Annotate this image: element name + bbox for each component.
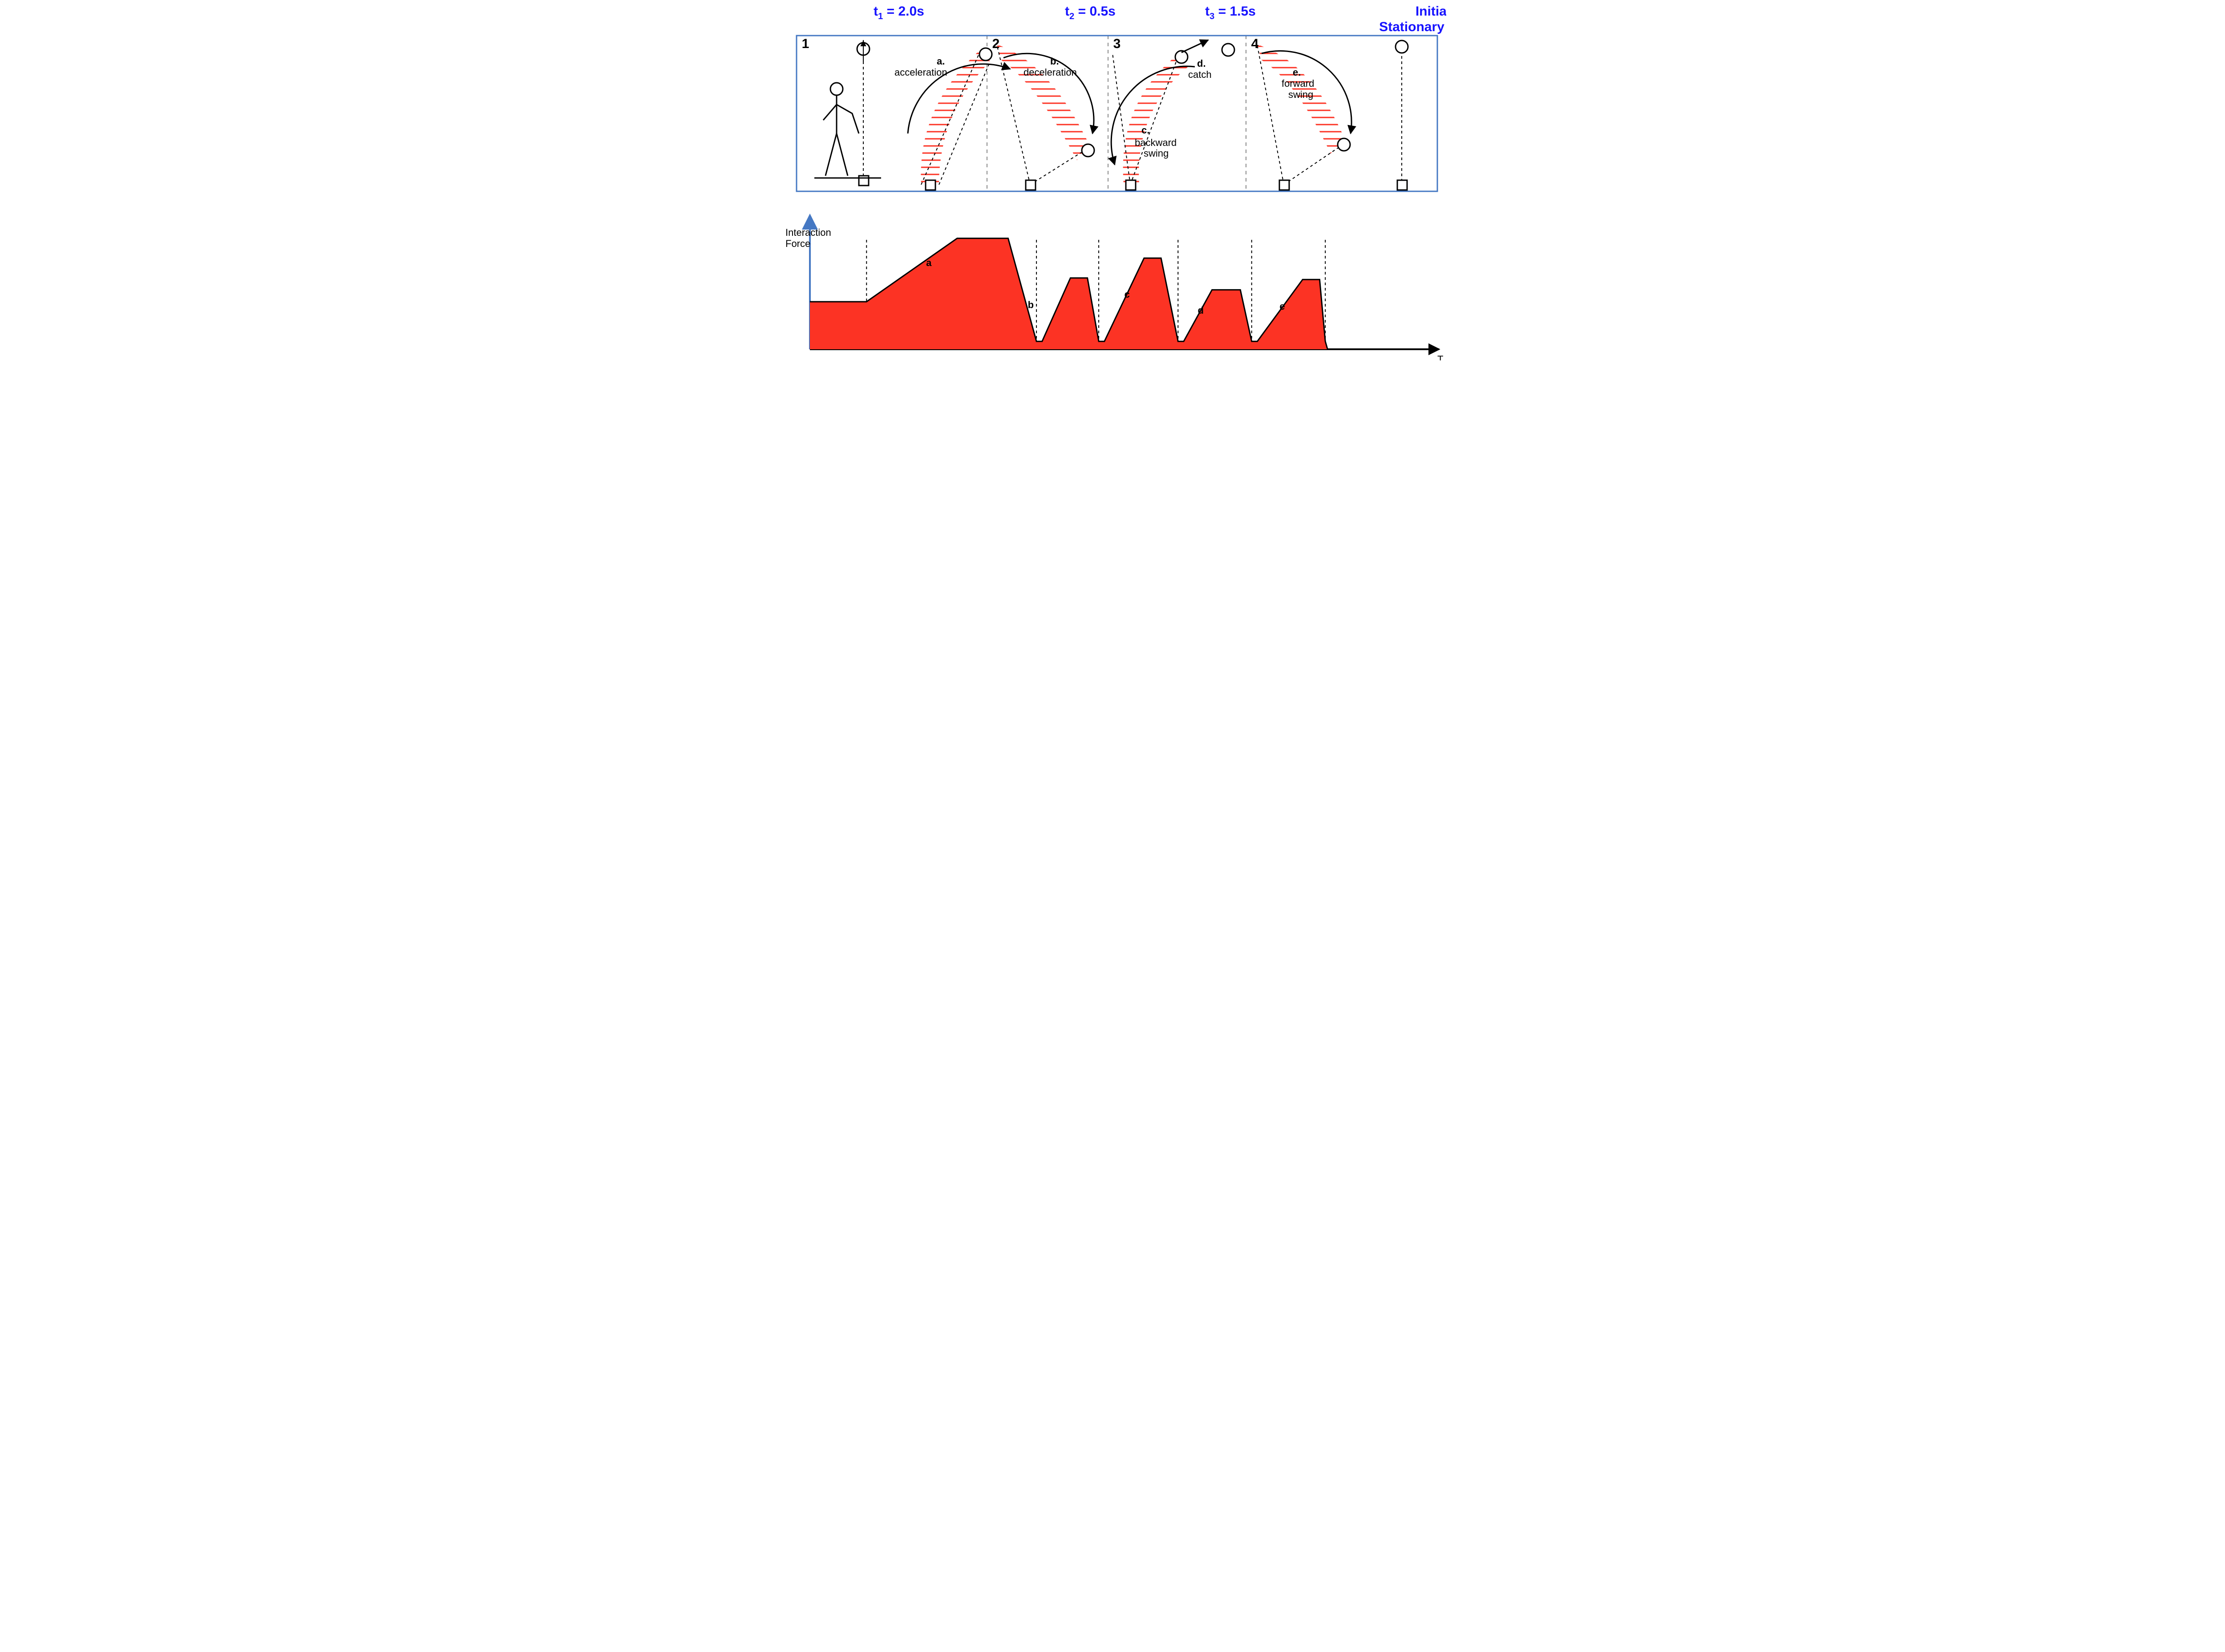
annot-b: deceleration (1024, 67, 1077, 78)
zone-num-4: 4 (1251, 36, 1259, 51)
accel-swing: a. acceleration (894, 48, 1010, 190)
initial-label-b: Stationary phase (1379, 20, 1446, 34)
zone-num-3: 3 (1113, 36, 1121, 51)
annot-e-2: swing (1288, 89, 1313, 100)
annot-c-letter: c. (1141, 125, 1149, 136)
y-label-1: Interaction (785, 227, 831, 238)
phase3-label: t3 = 1.5s (1205, 4, 1256, 21)
annot-d: catch (1188, 69, 1212, 80)
annot-a-letter: a. (937, 56, 945, 67)
annot-a: acceleration (894, 67, 947, 78)
annot-b-letter: b. (1050, 56, 1059, 67)
step-annot-a: a (926, 257, 932, 268)
annot-e-1: forward (1282, 78, 1314, 89)
figure-svg: t1 = 2.0s t2 = 0.5s t3 = 1.5s Initial St… (779, 0, 1446, 360)
initial-label-a: Initial (1416, 4, 1446, 19)
swing-zone: c. backward swing d. catch (1111, 40, 1234, 190)
phase1-label: t1 = 2.0s (874, 4, 924, 21)
step-annot-b: b (1028, 299, 1034, 310)
annot-d-letter: d. (1197, 58, 1206, 69)
y-label-2: Force (785, 238, 810, 249)
annot-c-2: swing (1144, 148, 1169, 159)
step-annot-e: e (1279, 301, 1285, 312)
x-label: T (1437, 354, 1443, 360)
decel-swing: b. deceleration (997, 44, 1094, 190)
figure-root: t1 = 2.0s t2 = 0.5s t3 = 1.5s Initial St… (779, 0, 1446, 360)
annot-c-1: backward (1135, 137, 1177, 148)
step-annot-d: d (1197, 305, 1203, 316)
top-panel: t1 = 2.0s t2 = 0.5s t3 = 1.5s Initial St… (797, 4, 1446, 191)
zone-num-1: 1 (802, 36, 809, 51)
zone1-operator (814, 40, 881, 186)
step-annot-c: c (1125, 289, 1130, 300)
phase2-label: t2 = 0.5s (1065, 4, 1116, 21)
operator-stickman (814, 83, 881, 178)
force-time-chart: InteractionForce Ta b c d e (785, 216, 1443, 360)
forward-swing: e. forward swing (1257, 40, 1408, 190)
annot-e-letter: e. (1293, 67, 1301, 78)
